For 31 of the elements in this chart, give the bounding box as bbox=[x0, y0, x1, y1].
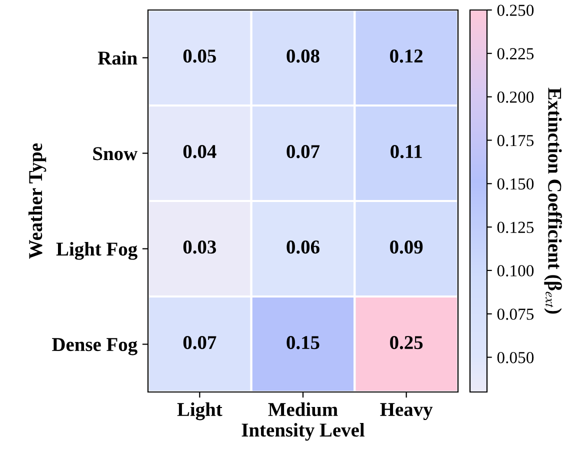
color-bar-label: 0.250 bbox=[497, 4, 534, 16]
data-label: 0.12 bbox=[390, 49, 423, 63]
data-label: 0.25 bbox=[390, 336, 423, 350]
data-label: 0.09 bbox=[390, 240, 423, 254]
data-label: 0.05 bbox=[183, 49, 216, 63]
data-label: 0.08 bbox=[286, 49, 320, 63]
color-bar-label: 0.200 bbox=[497, 92, 534, 103]
data-label: 0.06 bbox=[286, 240, 320, 254]
x-tick-label: Medium bbox=[268, 402, 338, 416]
data-label: 0.07 bbox=[286, 144, 320, 158]
data-label: 0.15 bbox=[286, 336, 320, 350]
color-bar-label: 0.175 bbox=[497, 134, 534, 146]
data-label: 0.04 bbox=[183, 144, 216, 158]
color-bar-label: 0.075 bbox=[497, 308, 534, 320]
data-label: 0.11 bbox=[390, 144, 422, 158]
color-bar-label: 0.225 bbox=[497, 48, 534, 60]
data-label: 0.07 bbox=[183, 336, 216, 350]
x-axis-title: Intensity Level bbox=[242, 422, 365, 441]
y-axis-title: Weather Type bbox=[28, 143, 46, 259]
y-tick-label: Rain bbox=[98, 51, 138, 65]
color-bar-label: 0.050 bbox=[497, 352, 534, 364]
x-tick-label: Light bbox=[177, 402, 222, 420]
color-bar-label: 0.100 bbox=[497, 265, 534, 276]
color-bar-title: Extinction Coefficient (β$_{ext}$) bbox=[544, 88, 562, 314]
x-tick-label: Heavy bbox=[380, 403, 433, 420]
y-tick-label: Dense Fog bbox=[52, 338, 138, 356]
y-tick-label: Light Fog bbox=[56, 242, 138, 260]
color-bar-label: 0.150 bbox=[497, 178, 534, 190]
color-bar-label: 0.125 bbox=[497, 222, 534, 234]
y-tick-label: Snow bbox=[93, 147, 138, 160]
data-label: 0.03 bbox=[183, 240, 216, 254]
